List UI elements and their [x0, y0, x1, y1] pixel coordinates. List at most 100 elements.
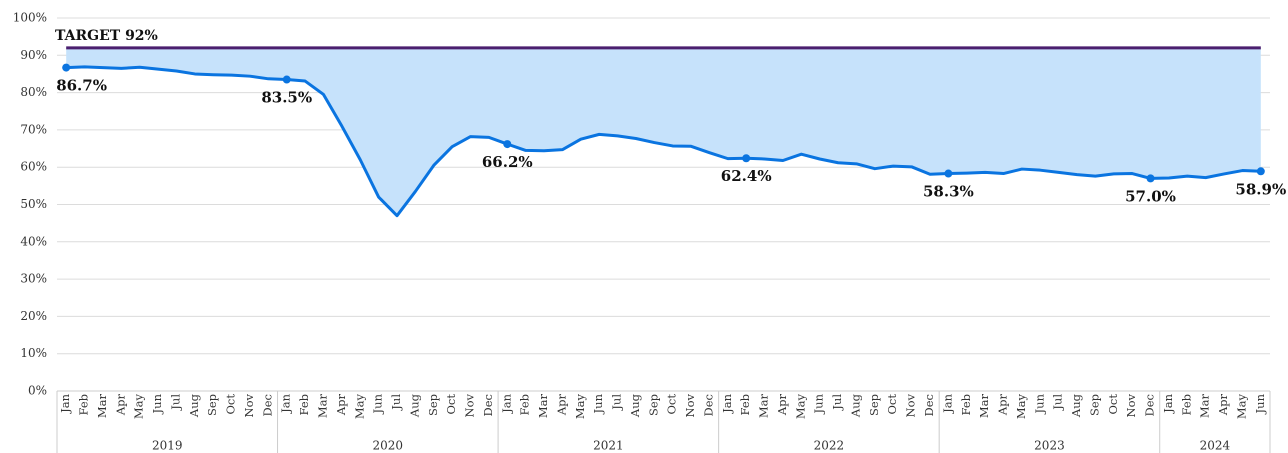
x-tick-label: May: [1234, 394, 1248, 420]
data-label: 86.7%: [56, 77, 107, 95]
point-marker: [503, 140, 512, 149]
y-tick-label: 40%: [20, 234, 47, 248]
y-tick-label: 60%: [20, 160, 47, 174]
y-tick-label: 80%: [20, 85, 47, 99]
x-tick-label: Sep: [867, 394, 881, 416]
x-tick-label: Oct: [1106, 394, 1120, 415]
x-tick-label: Jun: [150, 393, 164, 414]
series-line: [66, 65, 1261, 218]
x-tick-label: Oct: [885, 394, 899, 415]
x-tick-label: Feb: [297, 394, 311, 416]
x-tick-label: Feb: [518, 394, 532, 416]
x-tick-label: Sep: [1087, 394, 1101, 416]
x-tick-label: Nov: [683, 393, 697, 417]
point-marker: [282, 75, 291, 84]
x-tick-label: Mar: [977, 394, 991, 419]
x-tick-label: Dec: [701, 394, 715, 416]
x-tick-label: May: [132, 394, 146, 420]
x-tick-label: Nov: [463, 393, 477, 417]
point-marker: [742, 154, 751, 163]
x-tick-label: May: [793, 394, 807, 420]
x-tick-label: Sep: [426, 394, 440, 416]
x-tick-label: Apr: [775, 394, 789, 417]
x-tick-label: Jul: [830, 394, 844, 411]
x-tick-label: Apr: [996, 394, 1010, 417]
point-marker: [62, 63, 71, 72]
x-tick-label: Feb: [1179, 394, 1193, 416]
year-label: 2021: [593, 439, 624, 453]
x-tick-label: Apr: [113, 394, 127, 417]
x-tick-label: Jun: [1253, 393, 1267, 414]
x-tick-label: Mar: [315, 394, 329, 419]
x-tick-label: Mar: [95, 394, 109, 419]
data-label: 66.2%: [482, 153, 533, 171]
target-gap-area: [66, 47, 1261, 216]
x-tick-label: Aug: [1069, 393, 1083, 418]
year-label: 2020: [373, 439, 404, 453]
year-label: 2019: [152, 439, 183, 453]
x-tick-label: Aug: [407, 393, 421, 418]
y-tick-label: 10%: [20, 346, 47, 360]
x-tick-label: Jan: [58, 393, 72, 413]
x-tick-label: Dec: [922, 394, 936, 416]
x-tick-label: Jul: [1051, 394, 1065, 411]
x-tick-label: Jun: [371, 393, 385, 414]
x-tick-label: Nov: [1124, 393, 1138, 417]
x-tick-label: Mar: [1198, 394, 1212, 419]
x-tick-label: Jan: [1161, 393, 1175, 413]
x-tick-label: Sep: [205, 394, 219, 416]
x-tick-label: Aug: [848, 393, 862, 418]
x-tick-label: Jun: [812, 393, 826, 414]
data-label: 83.5%: [261, 89, 312, 107]
x-tick-label: May: [1014, 394, 1028, 420]
point-marker: [1146, 174, 1155, 183]
y-tick-label: 90%: [20, 48, 47, 62]
year-label: 2024: [1200, 439, 1231, 453]
x-tick-label: Jul: [168, 394, 182, 411]
x-tick-label: Jan: [279, 393, 293, 413]
x-tick-label: Mar: [757, 394, 771, 419]
x-tick-label: Feb: [738, 394, 752, 416]
data-label: 57.0%: [1125, 187, 1176, 205]
x-tick-label: Aug: [628, 393, 642, 418]
point-marker: [944, 169, 953, 178]
x-tick-label: Apr: [334, 394, 348, 417]
x-tick-label: Feb: [959, 394, 973, 416]
x-tick-label: May: [573, 394, 587, 420]
x-tick-label: Mar: [536, 394, 550, 419]
x-tick-label: Dec: [481, 394, 495, 416]
x-tick-label: Oct: [224, 394, 238, 415]
x-tick-label: Apr: [1216, 394, 1230, 417]
x-tick-label: Jan: [720, 393, 734, 413]
data-label: 58.9%: [1235, 180, 1286, 198]
y-tick-label: 30%: [20, 272, 47, 286]
y-tick-label: 50%: [20, 197, 47, 211]
y-tick-label: 100%: [13, 11, 47, 25]
data-label: 58.3%: [923, 183, 974, 201]
x-tick-label: Oct: [665, 394, 679, 415]
x-tick-label: Oct: [444, 394, 458, 415]
x-tick-label: Jan: [499, 393, 513, 413]
x-tick-label: Aug: [187, 393, 201, 418]
x-tick-label: Feb: [77, 394, 91, 416]
x-tick-label: Sep: [646, 394, 660, 416]
data-label: 62.4%: [721, 167, 772, 185]
x-tick-label: May: [352, 394, 366, 420]
x-tick-label: Jun: [591, 393, 605, 414]
x-tick-label: Dec: [1143, 394, 1157, 416]
x-tick-label: Jun: [1032, 393, 1046, 414]
y-tick-label: 0%: [28, 384, 47, 398]
year-label: 2023: [1034, 439, 1065, 453]
y-tick-label: 70%: [20, 122, 47, 136]
x-tick-label: Nov: [242, 393, 256, 417]
target-label: TARGET 92%: [55, 28, 158, 44]
year-label: 2022: [814, 439, 845, 453]
point-marker: [1256, 167, 1265, 176]
x-tick-label: Dec: [260, 394, 274, 416]
x-tick-label: Jul: [389, 394, 403, 411]
x-tick-label: Nov: [904, 393, 918, 417]
y-tick-label: 20%: [20, 309, 47, 323]
x-tick-label: Jul: [610, 394, 624, 411]
x-tick-label: Jan: [940, 393, 954, 413]
